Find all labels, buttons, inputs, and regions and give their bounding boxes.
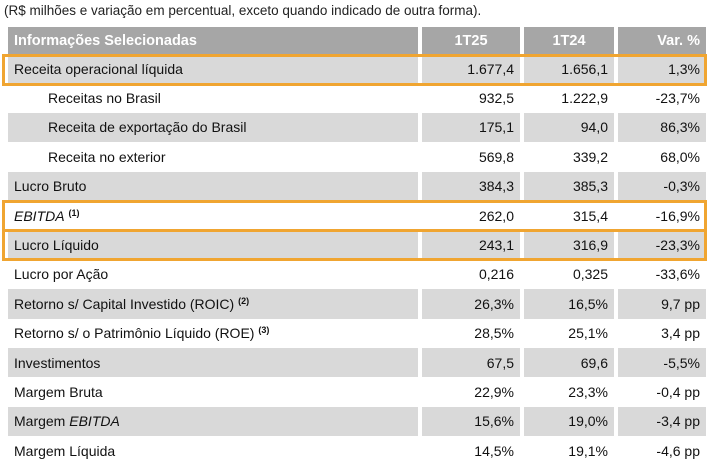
row-label: Lucro Líquido: [8, 230, 418, 260]
label-text: Margem Líquida: [14, 442, 116, 459]
caption: (R$ milhões e variação em percentual, ex…: [4, 3, 482, 18]
value-cell: 1.656,1: [524, 54, 614, 84]
value-cell: 384,3: [422, 171, 520, 201]
value-cell: 1,3%: [618, 54, 706, 84]
value-cell: 69,6: [524, 347, 614, 378]
value-cell: 385,3: [524, 171, 614, 201]
value-cell: -5,5%: [618, 347, 706, 378]
table-row: Margem EBITDA 15,6% 19,0% -3,4 pp: [8, 406, 706, 437]
table-row: EBITDA (1) 262,0 315,4 -16,9%: [8, 201, 706, 230]
row-label: Receitas no Brasil: [8, 83, 418, 112]
row-label: Receita no exterior: [8, 142, 418, 171]
label-text: Receita operacional líquida: [14, 60, 183, 77]
value-cell: 175,1: [422, 112, 520, 143]
row-label: Lucro Bruto: [8, 171, 418, 201]
label-text: Receitas no Brasil: [48, 90, 161, 107]
value-cell: -33,6%: [655, 266, 700, 283]
row-label: Lucro por Ação: [8, 260, 418, 289]
label-text: Margem: [14, 413, 66, 430]
value-cell: 86,3%: [618, 112, 706, 143]
row-label: Receita operacional líquida: [8, 54, 418, 84]
value-cell: -0,3%: [618, 171, 706, 201]
row-label: Retorno s/ o Patrimônio Líquido (ROE) (3…: [8, 319, 418, 348]
value-cell: 67,5: [422, 347, 520, 378]
row-label: Margem Líquida: [8, 436, 418, 465]
table-row: Receita no exterior 569,8 339,2 68,0%: [8, 142, 706, 171]
value-cell: 19,1%: [568, 442, 608, 459]
footnote-ref: (1): [68, 207, 80, 218]
table-row: Margem Líquida 14,5% 19,1% -4,6 pp: [8, 436, 706, 465]
value-cell: 0,325: [572, 266, 608, 283]
label-text: Retorno s/ Capital Investido (ROIC): [14, 295, 235, 312]
label-text: Lucro Líquido: [14, 237, 99, 254]
value-cell: 26,3%: [422, 289, 520, 319]
table-row: Lucro por Ação 0,216 0,325 -33,6%: [8, 260, 706, 289]
value-cell: 339,2: [572, 148, 608, 165]
value-cell: -4,6 pp: [656, 442, 700, 459]
value-cell: 22,9%: [474, 383, 514, 400]
header-cell: 1T24: [524, 27, 614, 54]
value-cell: 3,4 pp: [661, 325, 700, 342]
footnote-ref: (2): [238, 295, 250, 306]
table-row: Retorno s/ o Patrimônio Líquido (ROE) (3…: [8, 319, 706, 348]
value-cell: 16,5%: [524, 289, 614, 319]
label-text: Receita de exportação do Brasil: [48, 119, 247, 136]
row-label: EBITDA (1): [8, 201, 418, 230]
label-text: Lucro Bruto: [14, 178, 87, 195]
value-cell: 14,5%: [474, 442, 514, 459]
header-cell: 1T25: [422, 27, 520, 54]
value-cell: 243,1: [422, 230, 520, 260]
table-row: Lucro Líquido 243,1 316,9 -23,3%: [8, 230, 706, 260]
header-cell: Informações Selecionadas: [8, 27, 418, 54]
label-text: Lucro por Ação: [14, 266, 109, 283]
label-emphasis: EBITDA: [69, 413, 120, 430]
row-label: Retorno s/ Capital Investido (ROIC) (2): [8, 289, 418, 319]
value-cell: 28,5%: [474, 325, 514, 342]
row-label: Margem Bruta: [8, 377, 418, 406]
value-cell: 9,7 pp: [618, 289, 706, 319]
label-text: Receita no exterior: [48, 148, 166, 165]
value-cell: 68,0%: [660, 148, 700, 165]
value-cell: 0,216: [478, 266, 514, 283]
row-label: Receita de exportação do Brasil: [8, 112, 418, 143]
label-text: EBITDA: [14, 207, 65, 224]
label-text: Investimentos: [14, 354, 101, 371]
table-row: Receita de exportação do Brasil 175,1 94,0…: [8, 112, 706, 143]
value-cell: 19,0%: [524, 406, 614, 437]
table-row: Receita operacional líquida 1.677,4 1.656,…: [8, 54, 706, 84]
value-cell: 15,6%: [422, 406, 520, 437]
row-label: Margem EBITDA: [8, 406, 418, 437]
value-cell: 94,0: [524, 112, 614, 143]
value-cell: -23,3%: [618, 230, 706, 260]
value-cell: 1.677,4: [422, 54, 520, 84]
value-cell: -23,7%: [655, 90, 700, 107]
value-cell: -0,4 pp: [656, 383, 700, 400]
table-row: Receitas no Brasil 932,5 1.222,9 -23,7%: [8, 83, 706, 112]
value-cell: -16,9%: [655, 207, 700, 224]
value-cell: 25,1%: [568, 325, 608, 342]
value-cell: 315,4: [572, 207, 608, 224]
header-cell: Var. %: [618, 27, 706, 54]
value-cell: 569,8: [478, 148, 514, 165]
value-cell: 1.222,9: [561, 90, 608, 107]
table: Informações Selecionadas 1T25 1T24 Var. % R…: [4, 27, 710, 465]
value-cell: -3,4 pp: [618, 406, 706, 437]
table-row: Lucro Bruto 384,3 385,3 -0,3%: [8, 171, 706, 201]
table-row: Investimentos 67,5 69,6 -5,5%: [8, 347, 706, 378]
row-label: Investimentos: [8, 347, 418, 378]
footnote-ref: (3): [258, 325, 270, 336]
value-cell: 23,3%: [568, 383, 608, 400]
table-row: Margem Bruta 22,9% 23,3% -0,4 pp: [8, 377, 706, 406]
label-text: Retorno s/ o Patrimônio Líquido (ROE): [14, 325, 255, 342]
value-cell: 262,0: [478, 207, 514, 224]
value-cell: 316,9: [524, 230, 614, 260]
value-cell: 932,5: [478, 90, 514, 107]
label-text: Margem Bruta: [14, 383, 103, 400]
table-row: Retorno s/ Capital Investido (ROIC) (2) 2…: [8, 289, 706, 319]
